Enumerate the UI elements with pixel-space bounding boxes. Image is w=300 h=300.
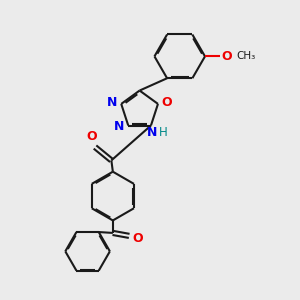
Text: N: N [114,121,124,134]
Text: CH₃: CH₃ [236,51,255,62]
Text: O: O [133,232,143,245]
Text: N: N [147,125,158,139]
Text: N: N [107,96,117,109]
Text: O: O [162,96,172,109]
Text: O: O [221,50,232,63]
Text: H: H [158,125,167,139]
Text: O: O [86,130,97,143]
